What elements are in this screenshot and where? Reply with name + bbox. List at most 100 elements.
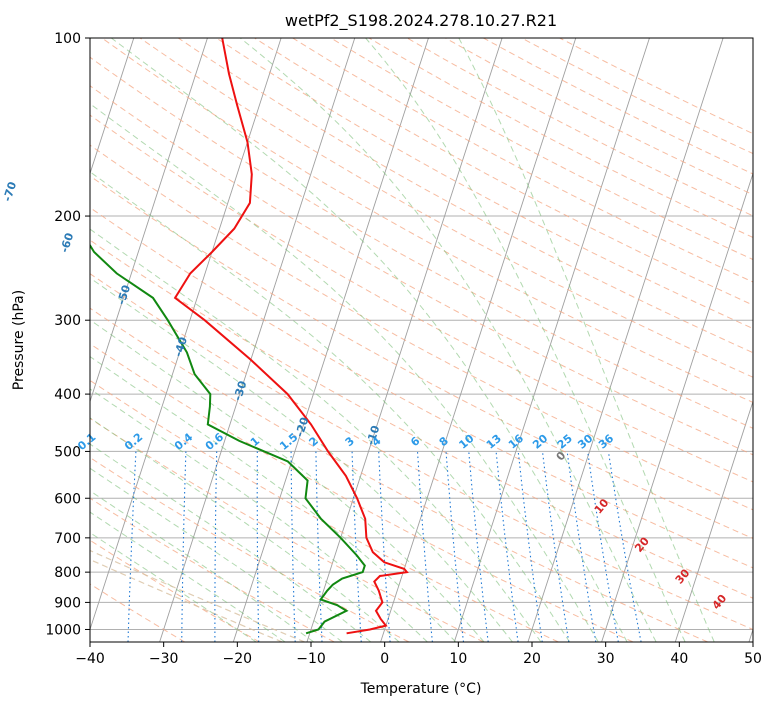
- y-tick-label: 900: [54, 595, 81, 611]
- isotherm-line: [90, 38, 135, 175]
- plot-frame: [89, 37, 754, 643]
- isotherm-label: -70: [1, 180, 20, 203]
- mixing-ratio-line: [256, 451, 260, 642]
- x-tick-label: 20: [523, 651, 541, 667]
- x-tick-label: −10: [296, 651, 326, 667]
- dry-adiabat: [90, 144, 753, 511]
- theta-e-curve: [90, 549, 305, 642]
- moist-adiabat: [90, 171, 571, 642]
- isotherm-line: [748, 628, 753, 642]
- moist-adiabat: [110, 38, 628, 642]
- mixing-ratio-line: [445, 451, 465, 642]
- mixing-ratio-line: [416, 451, 433, 642]
- mixing-ratio-line: [541, 451, 570, 642]
- moist-adiabat: [90, 511, 286, 642]
- x-tick-label: −20: [223, 651, 253, 667]
- dry-adiabat: [90, 273, 753, 631]
- dry-adiabat: [90, 56, 753, 429]
- dry-adiabat: [406, 38, 753, 217]
- x-tick-label: 50: [744, 651, 762, 667]
- mixing-ratio-line: [566, 451, 597, 642]
- moist-adiabat: [90, 490, 315, 642]
- dry-adiabat: [90, 175, 753, 539]
- x-tick-label: −40: [75, 651, 105, 667]
- mixing-ratio-lines: [127, 451, 642, 642]
- profiles: [90, 38, 409, 635]
- dewpoint-profile-line: [90, 38, 366, 635]
- isotherm-label: -40: [172, 335, 191, 358]
- dry-adiabat: [90, 539, 260, 642]
- isotherm-line: [90, 38, 282, 631]
- isotherm-line: [90, 38, 208, 403]
- mixing-ratio-label: 0.4: [172, 430, 196, 453]
- mixing-ratio-line: [214, 451, 218, 642]
- y-tick-label: 600: [54, 491, 81, 507]
- dry-adiabat: [90, 207, 753, 569]
- isotherm-line: [232, 38, 429, 642]
- isotherm-line: [159, 38, 356, 642]
- theta-e-curve: [90, 558, 283, 642]
- x-tick-label: 40: [670, 651, 688, 667]
- mixing-ratio-label: 4: [369, 434, 383, 449]
- y-tick-label: 300: [54, 313, 81, 329]
- mixing-ratio-line: [315, 451, 323, 642]
- dry-adiabat: [90, 456, 410, 642]
- x-tick-label: 0: [380, 651, 389, 667]
- moist-adiabat: [90, 228, 542, 642]
- mixing-ratio-label: 1: [248, 434, 262, 449]
- isotherm-line: [601, 172, 753, 642]
- mixing-ratio-line: [181, 451, 187, 642]
- moist-adiabat: [90, 388, 428, 642]
- isotherm-line: [0, 0, 5, 676]
- y-tick-label: 1000: [45, 622, 81, 638]
- mixing-ratio-label: 20: [530, 432, 550, 452]
- dry-adiabat: [90, 417, 484, 642]
- mixing-ratio-line: [607, 451, 642, 642]
- dry-adiabat: [482, 38, 753, 175]
- mixing-ratio-label: 13: [484, 432, 504, 452]
- dry-adiabat: [253, 38, 753, 306]
- dry-adiabat: [90, 343, 634, 642]
- plot-area: [0, 0, 753, 676]
- moist-adiabat: [90, 443, 372, 642]
- moist-adiabats: [90, 38, 715, 642]
- y-axis-label: Pressure (hPa): [11, 290, 27, 390]
- mixing-ratio-line: [517, 451, 543, 642]
- mixing-ratio-label: 16: [506, 432, 526, 452]
- isotherm-line: [674, 400, 753, 642]
- dry-adiabat: [90, 114, 753, 483]
- isotherm-label: -60: [58, 231, 77, 254]
- isotherm-label: -20: [293, 415, 312, 438]
- mixing-ratio-line: [378, 451, 391, 642]
- y-tick-label: 200: [54, 209, 81, 225]
- y-tick-label: 500: [54, 444, 81, 460]
- y-tick-label: 400: [54, 387, 81, 403]
- mixing-ratio-label: 30: [575, 432, 595, 452]
- dry-adiabat: [90, 497, 335, 642]
- y-tick-label: 700: [54, 531, 81, 547]
- dry-adiabat: [90, 379, 559, 642]
- isotherm-label: -10: [364, 424, 383, 447]
- x-tick-label: −30: [149, 651, 179, 667]
- temperature-profile-line: [173, 38, 409, 635]
- skewed-isotherms: [0, 0, 753, 676]
- isotherm-label: -30: [231, 379, 250, 402]
- mixing-ratio-line: [495, 451, 519, 642]
- mixing-ratio-label: 6: [408, 434, 422, 449]
- mixing-ratio-line: [587, 451, 619, 642]
- mixing-ratio-line: [127, 451, 137, 642]
- dry-adiabat: [444, 38, 753, 196]
- dry-adiabats: [90, 38, 753, 642]
- dry-adiabat: [101, 38, 753, 403]
- y-axis-ticks: 1000 900 800 700 600 500 400 300 200 100: [45, 31, 90, 638]
- x-tick-label: 30: [597, 651, 615, 667]
- x-tick-label: 10: [449, 651, 467, 667]
- moist-adiabat-label: 40: [710, 592, 730, 612]
- dry-adiabat: [90, 307, 708, 642]
- isotherm-label: -50: [115, 283, 134, 306]
- mixing-ratio-line: [351, 451, 362, 642]
- y-tick-label: 800: [54, 565, 81, 581]
- dry-adiabat: [177, 38, 753, 354]
- x-axis-ticks: −40 −30 −20 −10 0 10 20 30 40 50: [75, 642, 762, 667]
